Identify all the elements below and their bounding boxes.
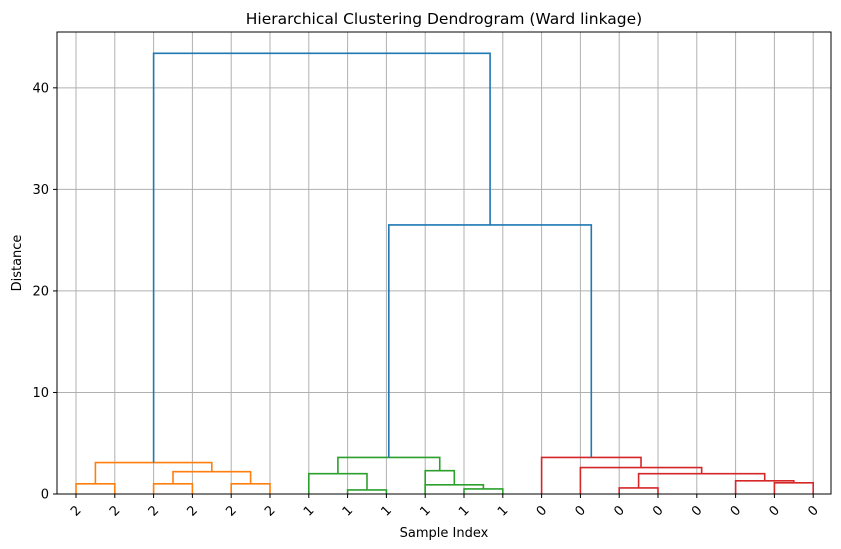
grid-layer — [57, 32, 831, 495]
dendrogram-links — [75, 52, 814, 494]
y-tick-label: 30 — [32, 183, 49, 198]
dendrogram-link — [618, 487, 659, 494]
y-tick-label: 0 — [41, 488, 49, 503]
y-tick-label: 40 — [32, 81, 49, 96]
x-axis-label: Sample Index — [400, 526, 489, 541]
chart-title: Hierarchical Clustering Dendrogram (Ward… — [246, 10, 642, 28]
y-tick-label: 10 — [32, 386, 49, 401]
y-tick-label: 20 — [32, 284, 49, 299]
plot-frame — [56, 31, 832, 495]
dendrogram-link — [152, 52, 491, 463]
dendrogram-link — [172, 470, 252, 484]
y-axis-label: Distance — [10, 235, 25, 292]
dendrogram-link — [773, 482, 814, 494]
y-axis-ticks: 0 10 20 30 40 — [32, 81, 57, 503]
